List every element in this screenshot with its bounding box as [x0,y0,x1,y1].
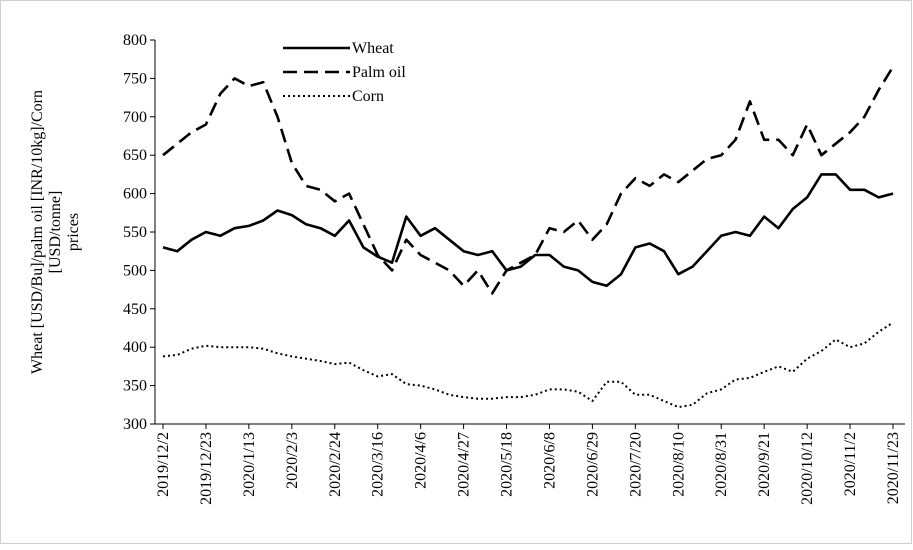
x-tick-label: 2020/4/6 [413,432,430,489]
x-tick-label: 2020/6/8 [541,432,558,489]
x-tick-label: 2020/2/3 [284,432,301,489]
x-tick-label: 2020/8/10 [670,432,687,497]
y-tick-label: 550 [123,224,147,241]
legend-label: Palm oil [352,64,406,81]
x-tick-label: 2020/9/21 [756,432,773,497]
y-label-line: [USD/tonne] [47,191,64,274]
y-tick-label: 750 [123,70,147,87]
y-tick-label: 450 [123,301,147,318]
x-tick-label: 2020/5/18 [499,432,516,497]
x-tick-label: 2020/11/2 [842,432,859,496]
x-tick-label: 2020/1/13 [241,432,258,497]
y-tick-label: 400 [123,339,147,356]
x-tick-label: 2020/7/20 [627,432,644,497]
y-label-line: prices [65,213,82,251]
y-tick-label: 800 [123,32,147,49]
series-line [162,321,894,409]
legend-label: Corn [352,88,384,105]
x-tick-label: 2019/12/2 [155,432,172,497]
series-line [162,173,894,288]
y-tick-label: 500 [123,262,147,279]
x-tick-label: 2020/11/23 [885,432,902,504]
y-tick-label: 300 [123,416,147,433]
y-axis-title: Wheat [USD/Bu]/palm oil [INR/10kg]/Corn … [29,90,82,374]
x-tick-label: 2020/10/12 [799,432,816,505]
x-tick-label: 2020/8/31 [713,432,730,497]
x-tick-label: 2020/4/27 [456,432,473,497]
x-tick-label: 2020/3/16 [370,432,387,497]
y-tick-label: 650 [123,147,147,164]
x-tick-label: 2020/2/24 [327,432,344,497]
y-tick-label: 600 [123,186,147,203]
legend-label: Wheat [352,40,394,57]
y-tick-label: 700 [123,109,147,126]
series-line [162,66,895,295]
y-label-line: Wheat [USD/Bu]/palm oil [INR/10kg]/Corn [29,90,46,374]
x-tick-label: 2020/6/29 [584,432,601,497]
y-tick-label: 350 [123,378,147,395]
x-tick-label: 2019/12/23 [198,432,215,505]
